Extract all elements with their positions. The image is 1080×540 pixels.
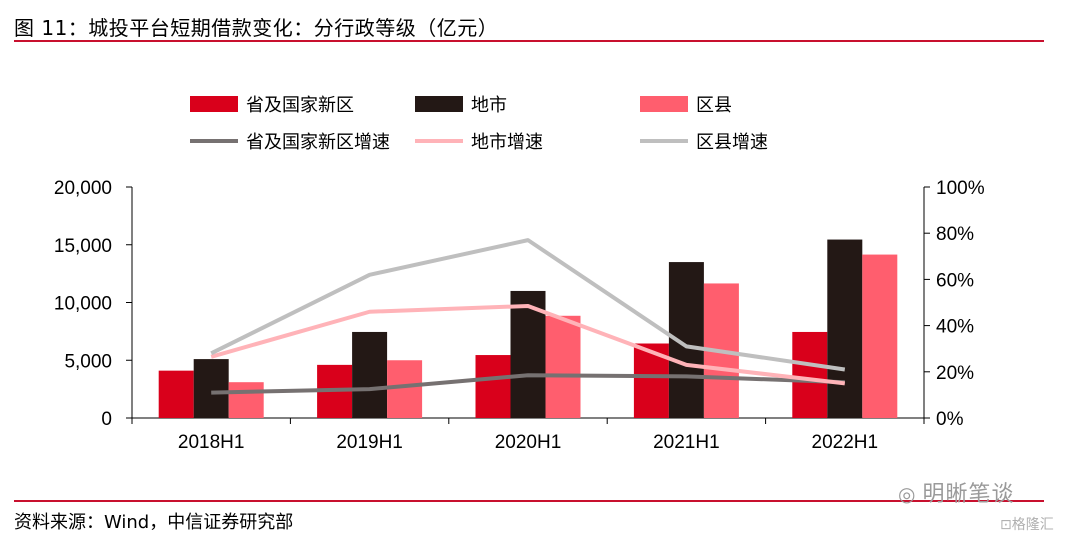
legend-label: 区县 — [696, 95, 732, 116]
legend-swatch — [640, 96, 688, 112]
left-tick-label: 15,000 — [54, 236, 112, 257]
bar-2022H1 — [862, 254, 898, 418]
line-series-3 — [210, 238, 846, 372]
bar-2020H1 — [545, 315, 581, 418]
bar-2018H1 — [158, 370, 194, 418]
x-tick-label: 2022H1 — [812, 432, 879, 453]
x-tick-label: 2019H1 — [336, 432, 403, 453]
wechat-icon: ◎ — [898, 482, 917, 506]
right-tick-label: 60% — [936, 270, 974, 291]
bar-2018H1 — [193, 359, 229, 418]
line-series-2 — [210, 303, 846, 386]
legend-swatch — [190, 96, 238, 112]
x-tick-label: 2021H1 — [653, 432, 720, 453]
gelonghui-icon: ⊡ — [1000, 517, 1012, 533]
legend-label: 区县增速 — [696, 132, 768, 153]
right-tick-label: 100% — [936, 178, 985, 199]
x-tick-label: 2020H1 — [495, 432, 562, 453]
legend-label: 地市增速 — [471, 132, 543, 153]
legend-label: 省及国家新区 — [246, 95, 354, 116]
source-rule — [14, 500, 1044, 502]
watermark-text: 明晰笔谈 — [922, 482, 1015, 507]
right-tick-label: 0% — [936, 409, 964, 430]
title-rule — [14, 40, 1044, 42]
bar-2019H1 — [352, 331, 388, 418]
bar-2018H1 — [228, 382, 264, 418]
chart-title: 图 11：城投平台短期借款变化：分行政等级（亿元） — [14, 16, 499, 40]
watermark-secondary: ⊡格隆汇 — [1000, 514, 1054, 534]
left-tick-label: 10,000 — [54, 294, 112, 315]
bar-2022H1 — [792, 331, 828, 418]
watermark: ◎ 明晰笔谈 — [898, 476, 1014, 508]
bar-2022H1 — [827, 239, 863, 418]
bar-2020H1 — [475, 355, 511, 418]
watermark-secondary-text: 格隆汇 — [1011, 517, 1054, 533]
right-tick-label: 20% — [936, 363, 974, 384]
line-series-1 — [211, 373, 845, 395]
source-note: 资料来源：Wind，中信证券研究部 — [14, 512, 294, 533]
left-tick-label: 20,000 — [54, 178, 112, 199]
left-tick-label: 0 — [101, 409, 112, 430]
legend-label: 地市 — [471, 95, 507, 116]
legend-swatch — [415, 96, 463, 112]
right-tick-label: 80% — [936, 224, 974, 245]
left-tick-label: 5,000 — [64, 351, 112, 372]
legend-label: 省及国家新区增速 — [246, 132, 390, 153]
x-tick-label: 2018H1 — [178, 432, 245, 453]
bar-2019H1 — [387, 360, 423, 418]
right-tick-label: 40% — [936, 317, 974, 338]
